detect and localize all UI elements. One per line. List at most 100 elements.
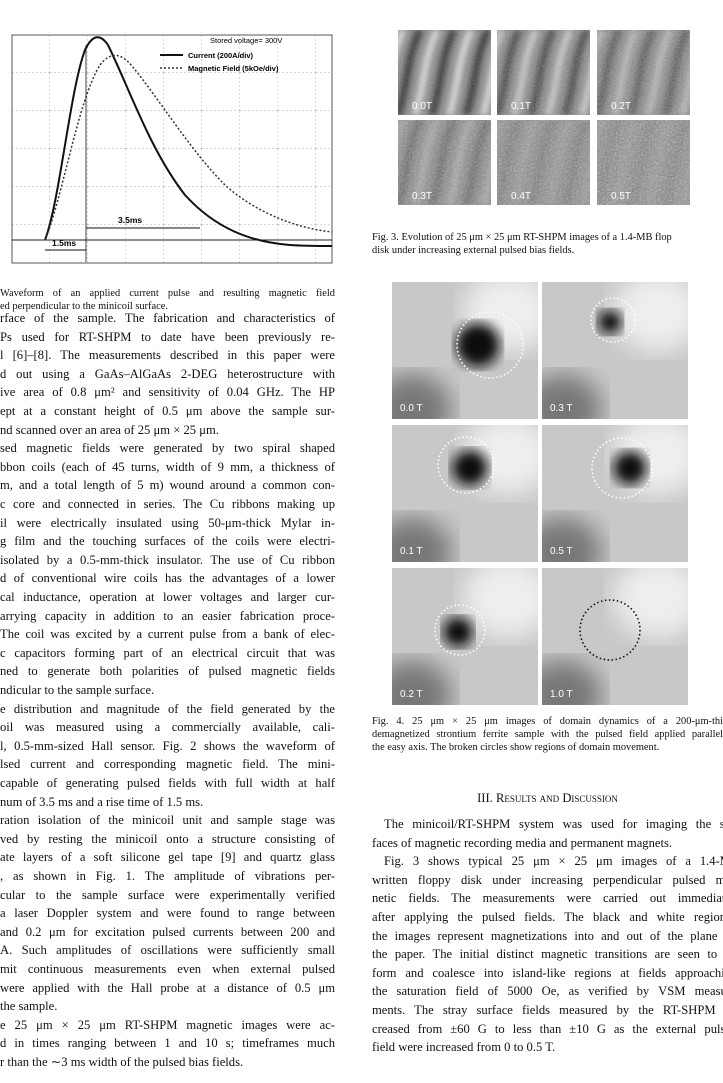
movement-circle (579, 599, 641, 661)
movement-circle (434, 604, 486, 656)
body-text: c capacitors forming part of an electric… (0, 645, 335, 660)
body-text: sed magnetic fields were generated by tw… (0, 441, 335, 456)
body-text: lsed current and corresponding magnetic … (0, 757, 335, 772)
body-text: Ps used for RT-SHPM to date have been pr… (0, 329, 335, 344)
body-text: a laser Doppler system and were found to… (0, 906, 335, 921)
shade (542, 374, 602, 419)
image-panel: 0.2 T (392, 568, 538, 705)
stripe (716, 120, 723, 205)
panel-label: 0.1T (511, 101, 531, 112)
body-text: cal inductance, operation at lower volta… (0, 590, 335, 604)
stripe (364, 120, 386, 205)
body-text: r than the ∼3 ms width of the pulsed bia… (0, 1055, 244, 1069)
plot-frame (11, 34, 333, 264)
body-text: arrying capacity in addition to an easie… (0, 608, 335, 623)
body-text: , as shown in Fig. 1. The amplitude of v… (0, 869, 335, 883)
body-text: cular to the sample surface were experim… (0, 887, 335, 902)
body-text: ate layers of a soft silicone gel tape [… (0, 850, 335, 865)
panel-label: 0.0 T (400, 403, 423, 414)
image-content (392, 425, 538, 562)
figure-caption: demagnetized strontium ferrite sample wi… (372, 729, 723, 740)
body-text: were applied with the Hall probe at a di… (0, 980, 335, 995)
body-text: the saturation field of 5000 Oe, as veri… (372, 984, 723, 999)
body-text: creased from ±60 G to less than ±10 G as… (372, 1021, 723, 1036)
domain-blob (598, 310, 622, 334)
shade (542, 517, 602, 562)
figure-2: Stored voltage= 300V Current (200A/div) … (11, 34, 333, 264)
image-panel: 0.4T (497, 120, 590, 205)
body-text: the sample. (0, 999, 58, 1014)
body-text: the paper. The initial distinct magnetic… (372, 947, 723, 962)
panel-label: 1.0 T (550, 689, 573, 700)
movement-circle (437, 436, 495, 494)
image-panel: 0.5 T (542, 425, 688, 562)
panel-label: 0.4T (511, 191, 531, 202)
body-text: field were increased from 0 to 0.5 T. (372, 1040, 556, 1055)
figure-caption: Fig. 4. 25 μm × 25 μm images of domain d… (372, 716, 723, 727)
body-text: m, and a total length of 5 m) wound arou… (0, 478, 335, 493)
body-text: bbon coils (each of 45 turns, width of 9… (0, 459, 335, 474)
body-text: c core and connected in series. The Cu r… (0, 497, 335, 511)
body-text: A. Such amplitudes of oscillations were … (0, 943, 335, 958)
body-text: The minicoil/RT-SHPM system was used for… (384, 817, 723, 831)
figure-caption: Fig. 3. Evolution of 25 μm × 25 μm RT-SH… (372, 232, 672, 243)
body-text: d of conventional wire coils has the adv… (0, 571, 335, 586)
highlight (613, 568, 688, 638)
panel-label: 0.3T (412, 191, 432, 202)
image-content (597, 120, 723, 205)
movement-circle (590, 297, 636, 343)
image-content (542, 568, 688, 705)
body-text: e 25 μm × 25 μm RT-SHPM magnetic images … (0, 1017, 335, 1032)
body-text: num of 3.5 ms and a rise time of 1.5 ms. (0, 794, 204, 809)
section-heading: III. Results and Discussion (477, 791, 618, 805)
stripe (364, 30, 386, 115)
stripe (699, 30, 721, 115)
domain-blob (443, 617, 473, 647)
panel-label: 0.0T (412, 101, 432, 112)
image-panel: 0.1 T (392, 425, 538, 562)
shade (542, 660, 602, 705)
body-text: rface of the sample. The fabrication and… (0, 311, 335, 325)
annotation: 1.5ms (52, 238, 76, 248)
image-panel: 0.3 T (542, 282, 688, 419)
panel-label: 0.5T (611, 191, 631, 202)
image-content (497, 30, 590, 115)
panel-label: 0.3 T (550, 403, 573, 414)
body-text: ments. The stray surface fields measured… (372, 1003, 723, 1017)
image-panel: 0.3T (364, 120, 491, 205)
panel-label: 0.2 T (400, 689, 423, 700)
body-text: ept at a constant height of 0.5 μm above… (0, 404, 335, 418)
body-text: Fig. 3 shows typical 25 μm × 25 μm image… (384, 854, 723, 869)
noise (597, 120, 690, 205)
movement-circle (456, 311, 524, 379)
body-text: netic fields. The measurements were carr… (372, 891, 723, 906)
body-text: isolated by a 0.5-mm-thick insulator. Th… (0, 552, 335, 567)
body-text: e distribution and magnitude of the fiel… (0, 701, 335, 716)
field-curve (44, 54, 333, 241)
image-content (392, 282, 538, 419)
annotation: Stored voltage= 300V (210, 36, 282, 45)
body-text: l [6]–[8]. The measurements described in… (0, 348, 335, 363)
body-text: ndicular to the sample surface. (0, 683, 155, 697)
figure-caption: disk under increasing external pulsed bi… (372, 245, 575, 256)
image-content (542, 282, 688, 419)
image-content (364, 120, 491, 205)
noise (398, 120, 491, 205)
body-text: ration isolation of the minicoil unit an… (0, 813, 335, 828)
body-text: after applying the pulsed fields. The bl… (372, 910, 723, 924)
body-text: ive area of 0.8 μm² and sensitivity of 0… (0, 385, 335, 400)
body-text: form and coalesce into island-like regio… (372, 965, 723, 980)
body-text: faces of magnetic recording media and pe… (372, 835, 673, 850)
legend-label: Magnetic Field (5kOe/div) (188, 64, 279, 73)
image-content (542, 425, 688, 562)
body-text: g film and the touching surfaces of the … (0, 534, 335, 549)
image-panel: 0.5T (597, 120, 723, 205)
domain-blob (613, 451, 647, 485)
body-text: d out using a GaAs–AlGaAs 2-DEG heterost… (0, 366, 335, 381)
body-text: ned to generate both polarities of pulse… (0, 664, 335, 679)
panel-label: 0.2T (611, 101, 631, 112)
shade (392, 374, 452, 419)
image-panel: 0.2T (597, 30, 721, 115)
